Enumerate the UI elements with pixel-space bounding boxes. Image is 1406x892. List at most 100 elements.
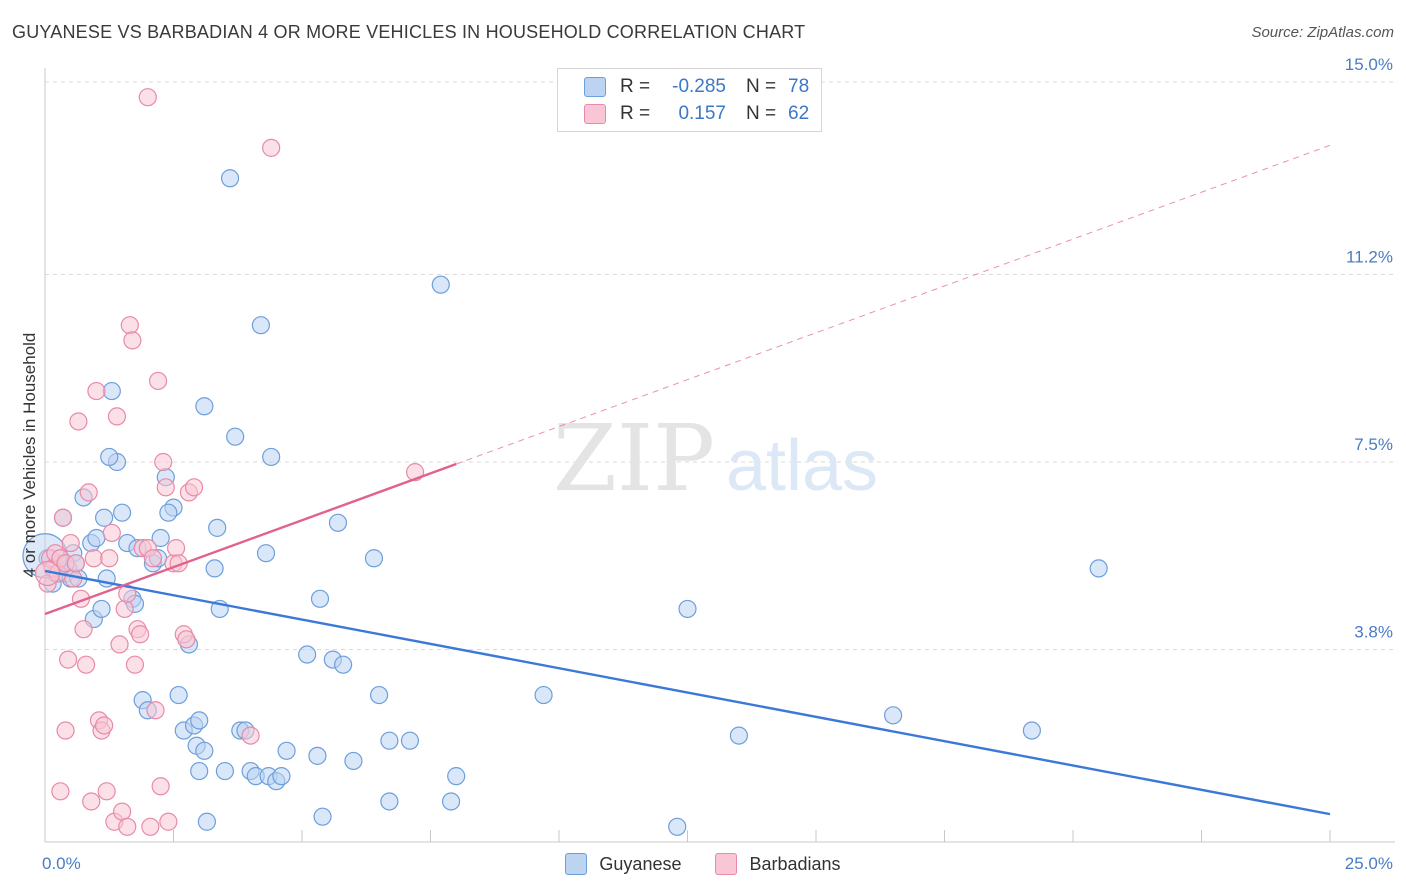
stats-row-guyanese: R = -0.285 N = 78 <box>584 74 809 100</box>
n-label: N = <box>746 103 777 124</box>
guyanese-point <box>441 792 461 811</box>
barbadian-point <box>120 316 139 335</box>
barbadian-point <box>59 650 78 669</box>
guyanese-point <box>197 812 217 831</box>
barbadian-point <box>115 599 134 619</box>
barbadian-point <box>146 701 165 720</box>
x-tick-marks <box>173 830 1331 842</box>
guyanese-point <box>226 427 245 446</box>
stats-row-barbadian: R = 0.157 N = 62 <box>584 101 809 127</box>
legend-label: Barbadians <box>749 853 841 874</box>
barbadian-point <box>79 483 98 502</box>
r-value: -0.285 <box>672 76 726 97</box>
barbadian-point <box>53 508 73 527</box>
barbadian-point <box>156 478 175 497</box>
guyanese-point <box>313 807 332 826</box>
watermark-zip: ZIP <box>553 405 715 512</box>
guyanese-point <box>151 528 170 548</box>
guyanese-point <box>215 761 234 781</box>
guyanese-point <box>205 559 224 578</box>
barbadian-points <box>34 88 425 836</box>
barbadian-point <box>107 407 127 426</box>
barbadian-point <box>95 716 114 735</box>
barbadian-point <box>262 138 281 157</box>
guyanese-point <box>344 751 363 771</box>
guyanese-point <box>100 447 119 467</box>
guyanese-point <box>380 731 399 750</box>
guyanese-point <box>380 792 399 811</box>
guyanese-point <box>678 599 697 619</box>
guyanese-point <box>308 746 327 765</box>
barbadian-point <box>166 539 186 558</box>
barbadian-point <box>84 549 103 568</box>
guyanese-swatch <box>584 77 606 97</box>
y-tick-label: 11.2% <box>1346 248 1393 267</box>
barbadian-point <box>69 412 88 431</box>
barbadian-point <box>77 655 96 674</box>
guyanese-point <box>112 503 132 522</box>
guyanese-point <box>298 645 317 664</box>
guyanese-point <box>883 706 903 725</box>
guyanese-point <box>220 169 240 188</box>
barbadian-point <box>61 533 80 553</box>
guyanese-point <box>447 767 466 786</box>
watermark: ZIP atlas <box>553 405 878 512</box>
guyanese-point <box>208 518 227 537</box>
barbadian-point <box>159 812 178 831</box>
chart-title: GUYANESE VS BARBADIAN 4 OR MORE VEHICLES… <box>12 22 806 42</box>
barbadian-point <box>56 721 75 740</box>
barbadian-trend-extension <box>456 144 1331 465</box>
legend-item-guyanese[interactable]: Guyanese <box>565 853 681 875</box>
barbadian-point <box>148 371 168 391</box>
guyanese-point <box>310 589 330 608</box>
legend-item-barbadians[interactable]: Barbadians <box>715 853 841 875</box>
guyanese-point <box>272 767 291 786</box>
legend-label: Guyanese <box>599 853 682 874</box>
stats-box: R = -0.285 N = 78 R = 0.157 N = 62 <box>557 68 822 132</box>
guyanese-point <box>195 397 214 416</box>
barbadian-point <box>141 817 160 836</box>
guyanese-point <box>102 381 121 401</box>
guyanese-point <box>1022 721 1041 740</box>
guyanese-point <box>87 528 106 548</box>
guyanese-point <box>334 655 353 674</box>
guyanese-point <box>256 544 276 563</box>
n-value: 62 <box>788 103 810 124</box>
barbadian-point <box>66 554 85 573</box>
barbadian-point <box>125 655 145 674</box>
barbadian-point <box>184 478 204 497</box>
barbadian-swatch <box>715 853 738 875</box>
axis-tick-labels: 3.8% 7.5% 11.2% 15.0% 0.0% 25.0% <box>42 55 1393 873</box>
barbadian-point <box>110 635 129 654</box>
guyanese-point <box>195 741 214 760</box>
barbadian-point <box>118 817 137 836</box>
guyanese-point <box>1089 559 1108 578</box>
guyanese-point <box>400 731 420 750</box>
barbadian-point <box>138 88 157 107</box>
guyanese-point <box>159 503 178 522</box>
guyanese-point <box>92 599 111 619</box>
x-tick-label: 0.0% <box>42 854 81 873</box>
barbadian-point <box>87 381 106 401</box>
trend-lines <box>44 144 1331 816</box>
guyanese-point <box>534 685 553 705</box>
barbadian-point <box>130 625 150 644</box>
guyanese-point <box>190 711 209 730</box>
legend: Guyanese Barbadians <box>0 851 1406 877</box>
r-label: R = <box>620 76 651 97</box>
barbadian-swatch <box>584 104 606 124</box>
barbadian-point <box>82 792 101 811</box>
guyanese-point <box>262 447 281 467</box>
y-tick-label: 3.8% <box>1354 622 1393 641</box>
guyanese-point <box>169 685 188 705</box>
r-label: R = <box>620 103 651 124</box>
barbadian-point <box>123 331 142 350</box>
barbadian-point <box>112 802 132 821</box>
guyanese-point <box>668 817 687 836</box>
barbadian-point <box>100 549 119 568</box>
barbadian-point <box>51 782 70 801</box>
guyanese-swatch <box>565 853 588 875</box>
y-tick-label: 15.0% <box>1345 55 1393 74</box>
guyanese-point <box>95 508 114 527</box>
